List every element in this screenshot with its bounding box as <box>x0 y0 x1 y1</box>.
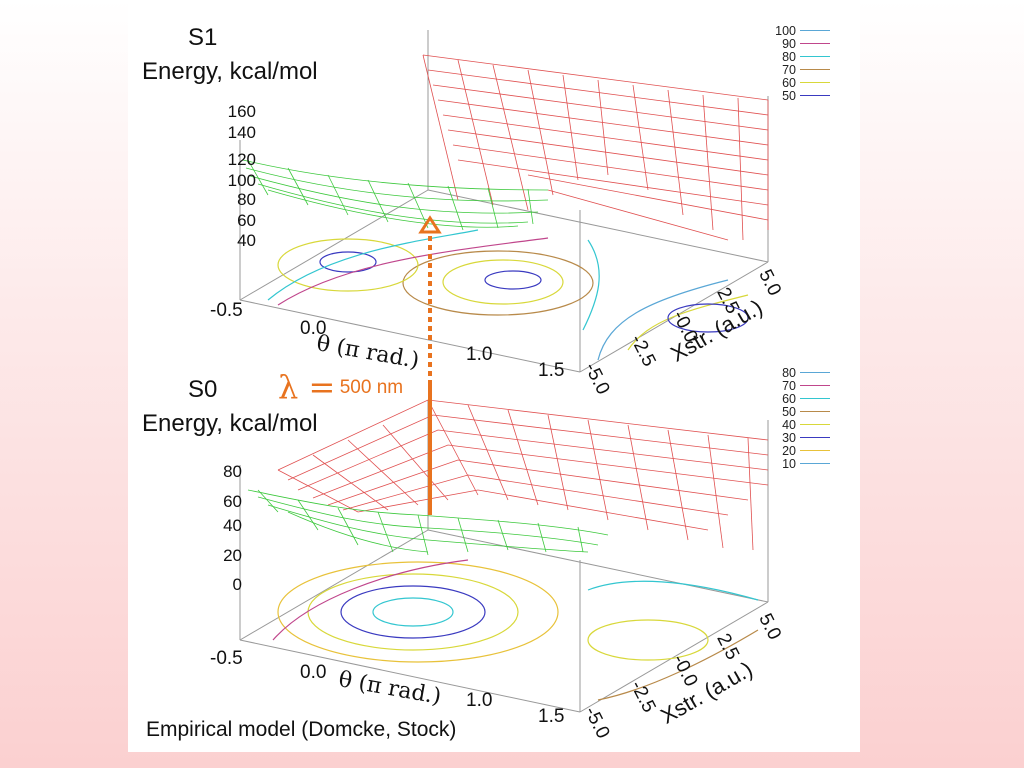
s0-theta-tick: 1.5 <box>538 706 565 727</box>
s1-contours <box>267 229 749 361</box>
figure-caption: Empirical model (Domcke, Stock) <box>146 718 457 741</box>
excitation-arrow <box>418 215 442 515</box>
s0-legend-entry: 40 <box>748 418 832 432</box>
s0-z-tick: 60 <box>223 492 242 511</box>
s0-legend-entry: 20 <box>748 444 832 458</box>
s1-legend-entry: 60 <box>748 76 832 90</box>
s0-contours <box>272 559 759 701</box>
s0-green-mesh <box>247 489 609 556</box>
s0-z-ticks: 80 60 40 20 0 <box>178 462 242 602</box>
s1-theta-tick: 0.0 <box>300 318 327 339</box>
s1-green-mesh <box>242 159 549 231</box>
s0-theta-tick: 1.0 <box>466 690 493 711</box>
s1-z-tick: 40 <box>237 231 256 250</box>
s0-legend-entry: 70 <box>748 379 832 393</box>
s0-z-tick: 80 <box>223 462 242 481</box>
s0-z-tick: 20 <box>223 546 242 565</box>
figure-panel: S1 Energy, kcal/mol 160 140 120 100 80 6… <box>128 0 860 752</box>
s1-title: S1 <box>188 24 218 51</box>
s1-theta-tick: 1.0 <box>466 344 493 365</box>
s1-legend-entry: 100 <box>748 24 832 38</box>
s0-z-tick: 0 <box>232 575 242 594</box>
s0-red-mesh <box>277 399 769 551</box>
surface-plots <box>239 30 769 713</box>
s1-z-tick: 60 <box>237 211 256 230</box>
s1-red-mesh <box>422 54 769 241</box>
s1-legend-entry: 70 <box>748 63 832 77</box>
s1-energy-label: Energy, kcal/mol <box>142 58 318 85</box>
s0-legend-entry: 80 <box>748 366 832 380</box>
s0-legend-entry: 60 <box>748 392 832 406</box>
s1-legend-entry: 50 <box>748 89 832 103</box>
s1-z-tick: 80 <box>237 190 256 209</box>
s0-legend: 80 70 60 50 40 30 20 10 <box>748 366 838 476</box>
s1-theta-tick: 1.5 <box>538 360 565 381</box>
s1-z-tick: 100 <box>227 171 256 190</box>
lambda-symbol: λ = <box>278 368 336 406</box>
s0-z-tick: 40 <box>223 516 242 535</box>
s1-legend-entry: 90 <box>748 37 832 51</box>
s1-legend-entry: 80 <box>748 50 832 64</box>
s0-theta-tick: 0.0 <box>300 662 327 683</box>
s1-z-tick: 120 <box>227 150 256 169</box>
s0-legend-entry: 30 <box>748 431 832 445</box>
s1-z-tick: 140 <box>227 123 256 142</box>
s0-legend-entry: 50 <box>748 405 832 419</box>
s1-theta-tick: -0.5 <box>210 300 243 321</box>
s0-axis-box <box>239 400 769 713</box>
wavelength-value: 500 nm <box>339 377 404 398</box>
s0-theta-tick: -0.5 <box>210 648 243 669</box>
excitation-label: λ = 500 nm <box>278 368 403 406</box>
s1-z-ticks: 160 140 120 100 80 60 40 <box>178 102 256 252</box>
s1-z-tick: 160 <box>227 102 256 121</box>
s0-energy-label: Energy, kcal/mol <box>142 410 318 437</box>
s1-legend: 100 90 80 70 60 50 <box>748 24 838 114</box>
s0-legend-entry: 10 <box>748 457 832 471</box>
s0-title: S0 <box>188 376 218 403</box>
